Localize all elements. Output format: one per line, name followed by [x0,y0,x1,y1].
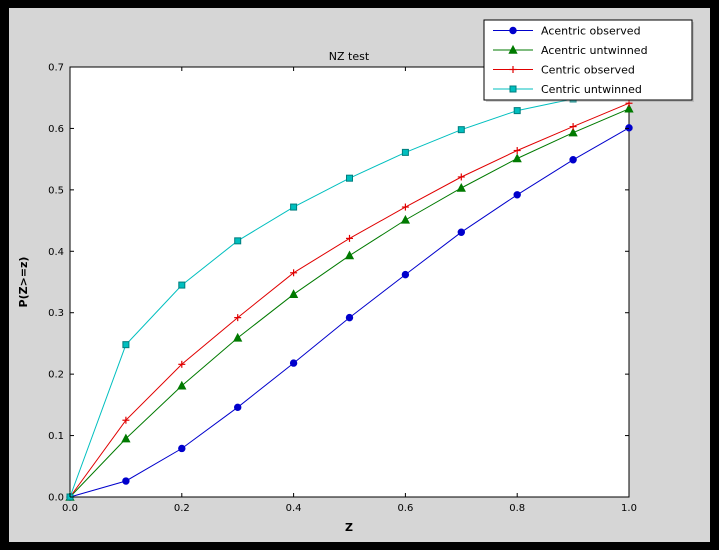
circle-marker [625,124,633,132]
circle-marker [178,444,186,453]
square-marker [457,126,465,134]
y-tick-label: 0.6 [48,124,64,135]
y-tick-label: 0.7 [48,63,64,74]
series-acentric-untwinned [65,103,634,501]
circle-marker [289,359,298,367]
square-marker [509,85,517,93]
square-marker [513,107,521,115]
y-tick-label: 0.4 [48,247,64,258]
square-marker [401,148,409,156]
y-tick-label: 0.2 [48,370,64,381]
triangle-marker [512,153,522,163]
triangle-marker [177,380,187,390]
square-marker [346,174,353,182]
axis-ticks: 0.0 0.2 0.4 0.6 0.8 1.0 0.0 0.1 0.2 0.3 0.4 0.5 0.6 0… [48,63,637,515]
circle-marker [509,26,517,35]
legend-label: Centric untwinned [541,83,642,96]
series-centric-observed [66,99,633,501]
legend-label: Acentric untwinned [541,44,648,57]
series-acentric-observed [66,124,633,501]
triangle-marker [121,433,131,443]
x-tick-label: 0.4 [286,503,302,514]
x-tick-label: 0.8 [509,503,525,514]
triangle-marker [233,332,243,342]
triangle-marker [508,44,518,54]
circle-marker [457,228,465,236]
triangle-marker [288,289,299,298]
series-lines [65,89,634,501]
square-marker [122,341,130,349]
triangle-marker [400,214,411,224]
legend: Acentric observed Acentric untwinned Centr… [483,19,694,102]
x-axis-label: Z [345,521,353,534]
y-tick-label: 0.1 [48,431,64,442]
triangle-marker [568,127,578,137]
triangle-marker [624,103,634,113]
square-marker [234,237,242,245]
circle-marker [513,191,521,199]
chart-title: NZ test [329,50,370,63]
x-tick-label: 0.0 [62,503,78,514]
triangle-marker [344,250,355,260]
legend-box [483,19,693,101]
y-tick-label: 0.3 [48,308,64,319]
square-marker [290,203,298,211]
circle-marker [569,156,577,164]
y-tick-label: 0.5 [48,185,64,196]
y-tick-label: 0.0 [48,493,64,504]
circle-marker [401,270,410,279]
nz-test-chart: 0.0 0.2 0.4 0.6 0.8 1.0 0.0 0.1 0.2 0.3 0.4 0.5 0.6 0… [17,19,694,534]
figure-canvas: 0.0 0.2 0.4 0.6 0.8 1.0 0.0 0.1 0.2 0.3 0.4 0.5 0.6 0… [9,8,710,542]
circle-marker [122,477,130,485]
legend-label: Centric observed [541,64,635,77]
circle-marker [234,403,242,412]
y-axis-label: P(Z>=z) [17,257,30,308]
x-tick-label: 1.0 [621,503,637,514]
circle-marker [345,313,354,322]
triangle-marker [456,182,466,192]
plot-frame [69,66,630,498]
x-tick-label: 0.6 [397,503,413,514]
square-marker [178,281,186,289]
axes-area [69,66,630,498]
x-tick-label: 0.2 [174,503,190,514]
legend-label: Acentric observed [541,25,641,38]
